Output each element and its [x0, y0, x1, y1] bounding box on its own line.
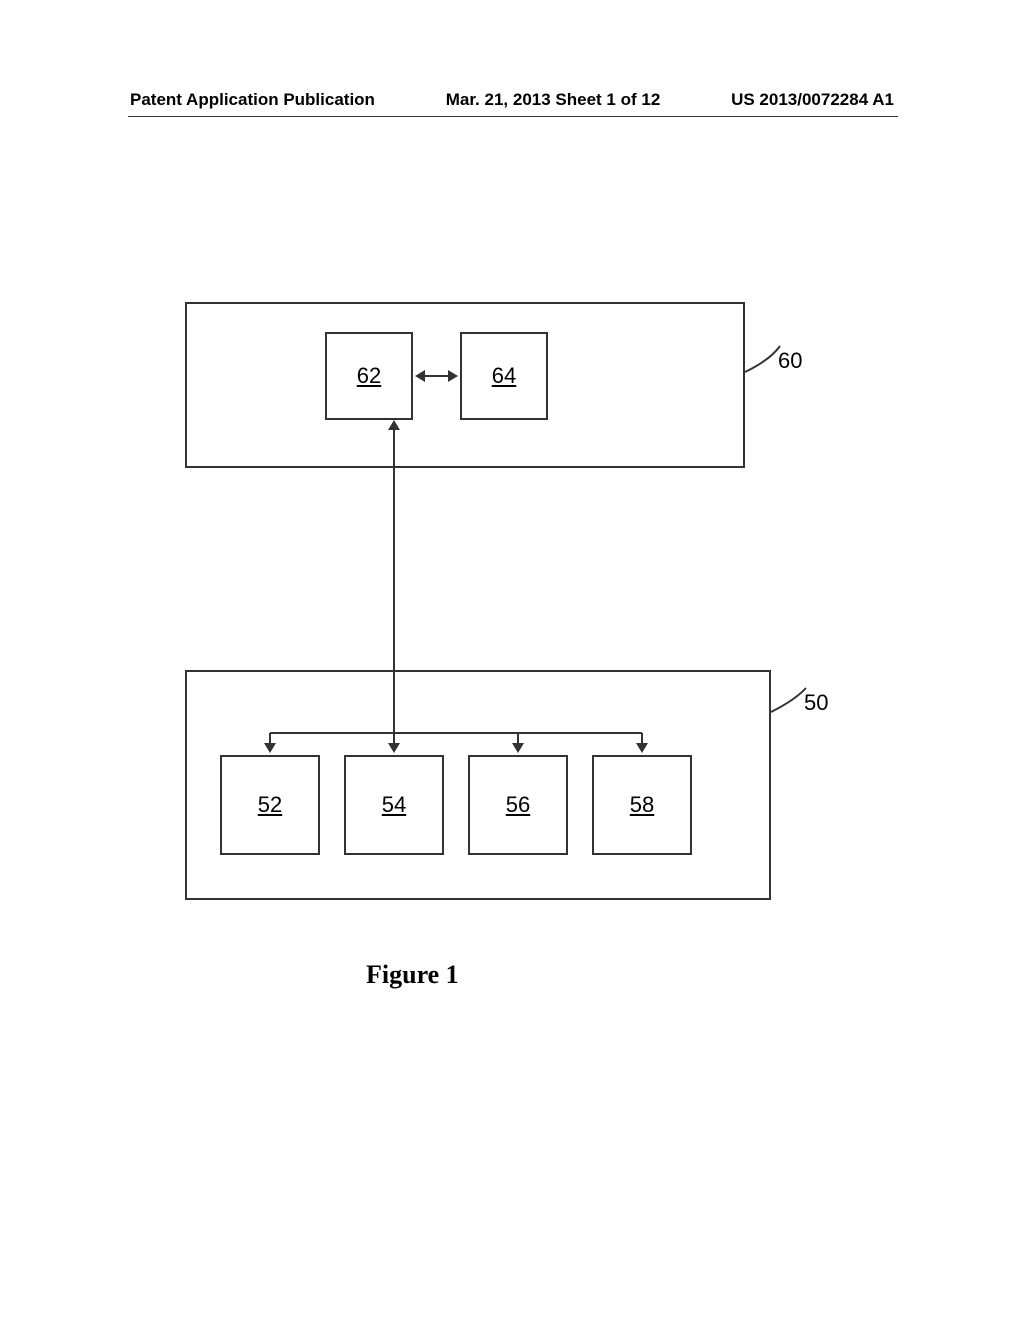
node-58-label: 58: [630, 792, 654, 818]
diagram: 62 64 60 52 54 56 58 50 Figure 1: [0, 0, 1024, 1320]
node-54-label: 54: [382, 792, 406, 818]
page: Patent Application Publication Mar. 21, …: [0, 0, 1024, 1320]
diagram-connectors: [0, 0, 1024, 1320]
node-64: 64: [460, 332, 548, 420]
node-56-label: 56: [506, 792, 530, 818]
node-56: 56: [468, 755, 568, 855]
node-62: 62: [325, 332, 413, 420]
node-58: 58: [592, 755, 692, 855]
figure-caption: Figure 1: [366, 960, 459, 990]
node-62-label: 62: [357, 363, 381, 389]
node-52-label: 52: [258, 792, 282, 818]
ref-label-50: 50: [804, 690, 828, 716]
node-54: 54: [344, 755, 444, 855]
node-52: 52: [220, 755, 320, 855]
node-64-label: 64: [492, 363, 516, 389]
ref-label-60: 60: [778, 348, 802, 374]
